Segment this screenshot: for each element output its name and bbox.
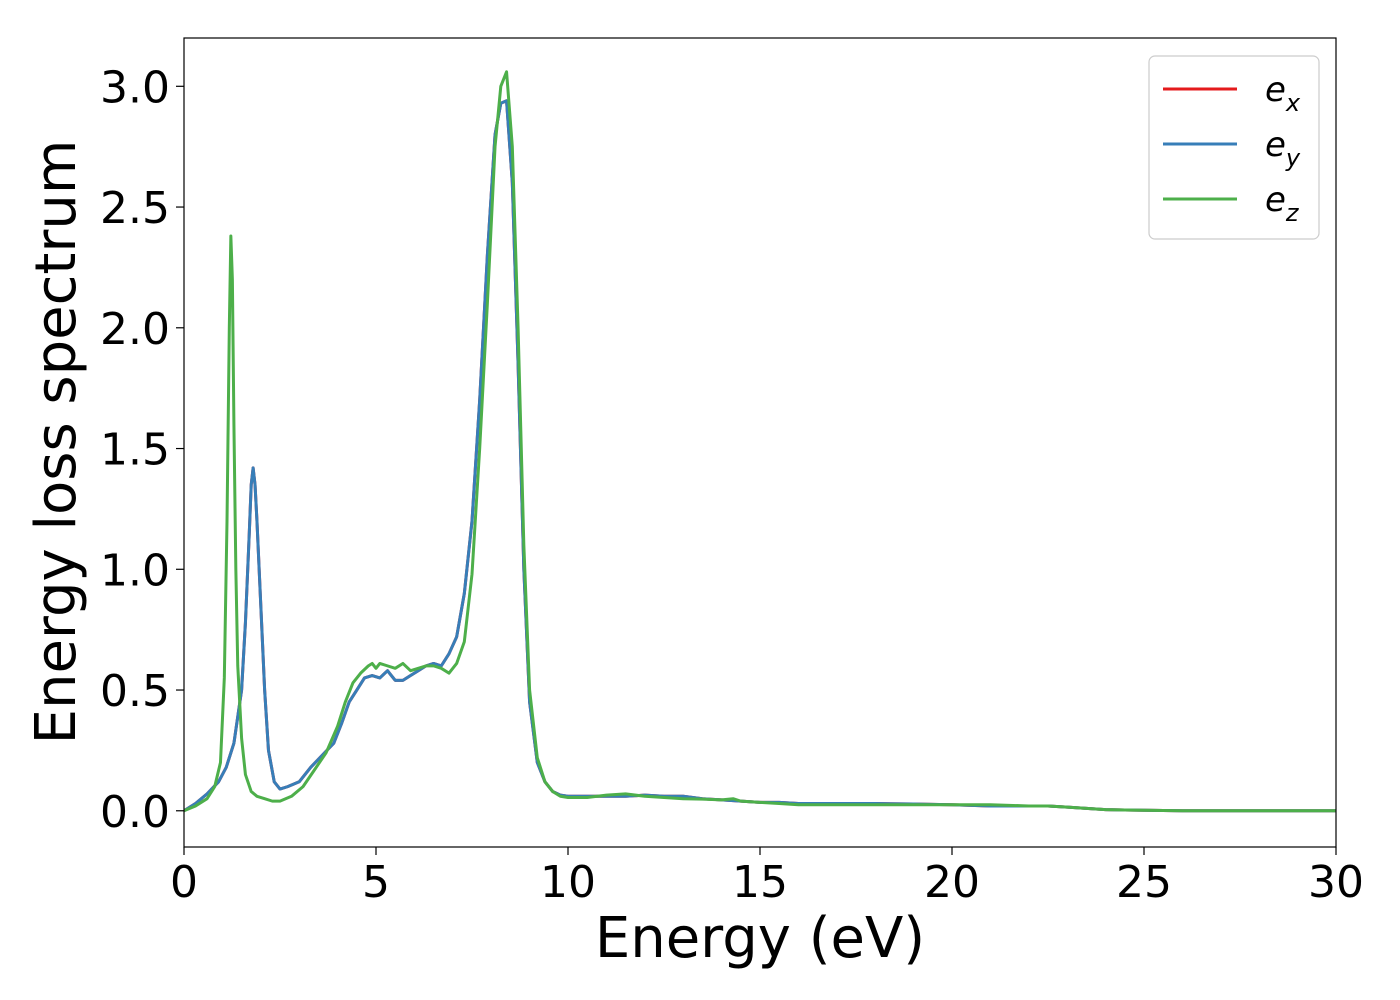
legend-label-ey: ey [1265, 125, 1301, 172]
legend-label-ex: ex [1265, 70, 1301, 117]
legend-label-ez: ez [1265, 180, 1300, 227]
y-tick-label: 3.0 [100, 62, 170, 113]
y-tick-label: 0.0 [100, 787, 170, 838]
y-tick-label: 0.5 [100, 666, 170, 717]
x-tick-label: 25 [1116, 857, 1172, 908]
x-axis-ticks: 0 5 10 15 20 25 30 [170, 847, 1364, 908]
y-axis-label: Energy loss spectrum [24, 140, 89, 745]
legend: ex ey ez [1148, 55, 1320, 240]
x-tick-label: 30 [1308, 857, 1364, 908]
x-axis-label: Energy (eV) [595, 906, 925, 971]
x-tick-label: 20 [924, 857, 980, 908]
y-tick-label: 1.5 [100, 425, 170, 476]
x-tick-label: 10 [540, 857, 596, 908]
y-tick-label: 2.5 [100, 183, 170, 234]
series-line-ez [184, 70, 1336, 813]
x-tick-label: 5 [362, 857, 390, 908]
y-axis-ticks: 0.0 0.5 1.0 1.5 2.0 2.5 3.0 [100, 62, 184, 838]
legend-box [1148, 55, 1320, 240]
x-tick-label: 0 [170, 857, 198, 908]
x-tick-label: 15 [732, 857, 788, 908]
plot-area [184, 38, 1336, 847]
y-tick-label: 2.0 [100, 304, 170, 355]
series-layer [184, 70, 1336, 813]
y-tick-label: 1.0 [100, 545, 170, 596]
